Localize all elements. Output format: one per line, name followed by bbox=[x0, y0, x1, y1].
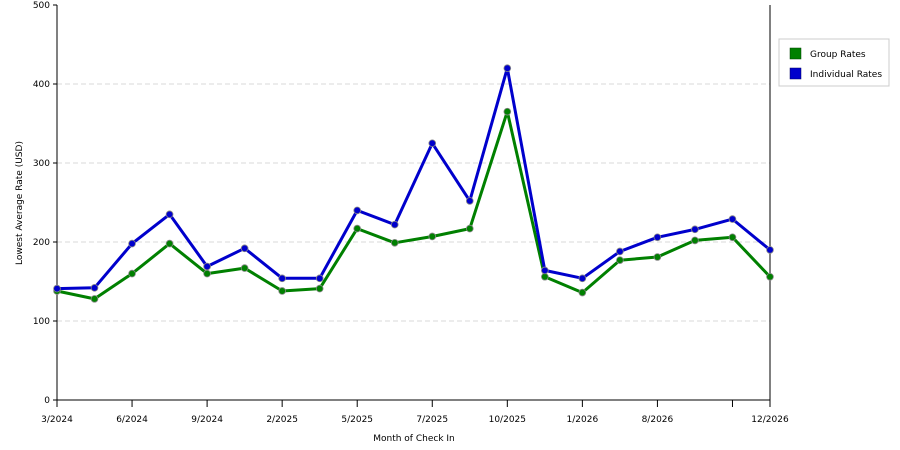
x-tick-label: 2/2025 bbox=[266, 415, 298, 425]
legend-swatch-individual bbox=[789, 67, 802, 80]
x-tick-label: 9/2024 bbox=[191, 415, 223, 425]
data-point bbox=[278, 287, 286, 295]
data-point bbox=[541, 266, 549, 275]
legend-label-group: Group Rates bbox=[810, 50, 866, 60]
axes bbox=[56, 5, 771, 401]
x-tick-label: 10/2025 bbox=[489, 415, 526, 425]
legend-label-individual: Individual Rates bbox=[810, 70, 882, 80]
y-tick-label: 500 bbox=[33, 1, 50, 11]
data-point bbox=[315, 274, 324, 283]
x-axis-ticks: 3/2024 6/2024 9/2024 2/2025 5/2025 7/2025 10/2… bbox=[41, 400, 789, 425]
series-line-1 bbox=[56, 66, 771, 291]
data-point bbox=[53, 284, 61, 293]
data-point bbox=[165, 210, 174, 219]
data-point bbox=[353, 224, 362, 233]
data-point bbox=[128, 239, 136, 248]
data-point bbox=[766, 272, 774, 281]
data-point bbox=[503, 107, 512, 116]
data-point bbox=[728, 233, 737, 242]
data-point bbox=[203, 262, 211, 271]
data-point bbox=[428, 232, 437, 241]
x-tick-label: 1/2026 bbox=[567, 415, 599, 425]
data-point bbox=[653, 253, 662, 261]
x-tick-label: 7/2025 bbox=[416, 415, 448, 425]
data-point bbox=[465, 197, 474, 205]
data-point bbox=[578, 288, 587, 297]
y-tick-label: 100 bbox=[33, 317, 50, 327]
grid-lines bbox=[57, 83, 770, 322]
x-tick-label: 5/2025 bbox=[341, 415, 373, 425]
y-axis-title: Lowest Average Rate (USD) bbox=[15, 141, 25, 265]
data-point bbox=[503, 64, 512, 72]
data-point bbox=[90, 284, 99, 292]
legend: Group Rates Individual Rates bbox=[778, 38, 890, 87]
data-point bbox=[465, 224, 474, 233]
y-axis-ticks: 0 100 200 300 400 500 bbox=[33, 1, 57, 406]
data-point bbox=[616, 256, 624, 264]
data-point bbox=[616, 247, 624, 256]
x-tick-label: 3/2024 bbox=[41, 415, 73, 425]
data-point bbox=[653, 233, 662, 242]
data-point bbox=[766, 246, 774, 254]
data-point bbox=[165, 239, 174, 248]
data-point bbox=[353, 206, 362, 215]
data-point bbox=[691, 236, 699, 245]
data-point bbox=[203, 269, 211, 278]
x-tick-label: 6/2024 bbox=[116, 415, 148, 425]
data-point bbox=[128, 269, 136, 278]
data-point bbox=[578, 274, 587, 283]
data-point bbox=[315, 284, 324, 293]
series-line-0 bbox=[56, 110, 772, 301]
data-point bbox=[541, 272, 549, 281]
data-point bbox=[390, 238, 399, 247]
data-point bbox=[728, 215, 737, 223]
x-axis-title: Month of Check In bbox=[373, 434, 455, 444]
data-point bbox=[390, 220, 399, 229]
y-tick-label: 400 bbox=[33, 80, 50, 90]
data-point bbox=[428, 139, 437, 148]
data-point bbox=[278, 274, 286, 283]
x-tick-label: 12/2026 bbox=[751, 415, 789, 425]
legend-swatch-group bbox=[789, 47, 802, 60]
y-tick-label: 0 bbox=[44, 396, 50, 406]
data-point bbox=[240, 244, 249, 253]
y-tick-label: 300 bbox=[33, 159, 50, 169]
y-tick-label: 200 bbox=[33, 238, 50, 248]
data-point bbox=[240, 264, 249, 272]
x-tick-label: 8/2026 bbox=[642, 415, 674, 425]
series-lines bbox=[53, 64, 774, 303]
data-point bbox=[691, 225, 699, 234]
data-point bbox=[90, 295, 99, 303]
